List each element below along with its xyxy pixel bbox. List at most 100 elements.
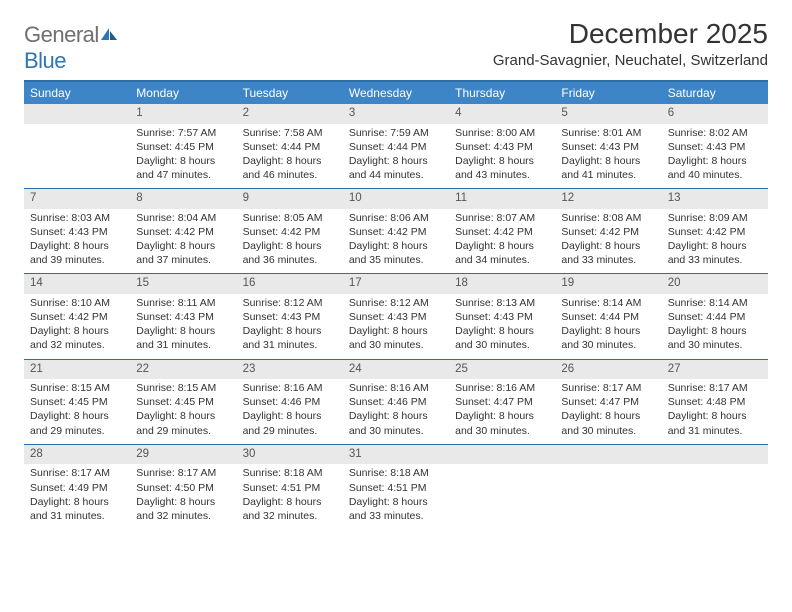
sunset-text: Sunset: 4:44 PM (243, 140, 337, 154)
day-cell (24, 104, 130, 188)
day-number: 17 (343, 274, 449, 294)
weekday-header: Monday (130, 82, 236, 104)
week-row: 7Sunrise: 8:03 AMSunset: 4:43 PMDaylight… (24, 189, 768, 274)
sunset-text: Sunset: 4:43 PM (668, 140, 762, 154)
brand-part1: General (24, 22, 99, 47)
day-cell: 1Sunrise: 7:57 AMSunset: 4:45 PMDaylight… (130, 104, 236, 188)
sunset-text: Sunset: 4:48 PM (668, 395, 762, 409)
day-body: Sunrise: 8:17 AMSunset: 4:48 PMDaylight:… (662, 379, 768, 444)
day-body: Sunrise: 8:02 AMSunset: 4:43 PMDaylight:… (662, 124, 768, 189)
day-body: Sunrise: 8:12 AMSunset: 4:43 PMDaylight:… (237, 294, 343, 359)
sunset-text: Sunset: 4:49 PM (30, 481, 124, 495)
daylight-text: Daylight: 8 hours and 43 minutes. (455, 154, 549, 182)
day-cell: 29Sunrise: 8:17 AMSunset: 4:50 PMDayligh… (130, 445, 236, 529)
day-number: 18 (449, 274, 555, 294)
week-row: 14Sunrise: 8:10 AMSunset: 4:42 PMDayligh… (24, 274, 768, 359)
day-number: 4 (449, 104, 555, 124)
day-cell: 25Sunrise: 8:16 AMSunset: 4:47 PMDayligh… (449, 360, 555, 444)
day-body: Sunrise: 8:16 AMSunset: 4:46 PMDaylight:… (237, 379, 343, 444)
day-number: 8 (130, 189, 236, 209)
sunrise-text: Sunrise: 8:17 AM (668, 381, 762, 395)
day-body: Sunrise: 7:57 AMSunset: 4:45 PMDaylight:… (130, 124, 236, 189)
sunrise-text: Sunrise: 8:09 AM (668, 211, 762, 225)
day-body: Sunrise: 7:58 AMSunset: 4:44 PMDaylight:… (237, 124, 343, 189)
daylight-text: Daylight: 8 hours and 31 minutes. (243, 324, 337, 352)
sunset-text: Sunset: 4:42 PM (136, 225, 230, 239)
day-number: 10 (343, 189, 449, 209)
day-number: 2 (237, 104, 343, 124)
day-number: 7 (24, 189, 130, 209)
sunrise-text: Sunrise: 8:04 AM (136, 211, 230, 225)
day-number: 5 (555, 104, 661, 124)
week-row: 1Sunrise: 7:57 AMSunset: 4:45 PMDaylight… (24, 104, 768, 189)
day-number (555, 445, 661, 465)
day-number (662, 445, 768, 465)
day-number: 31 (343, 445, 449, 465)
sunrise-text: Sunrise: 8:10 AM (30, 296, 124, 310)
sunrise-text: Sunrise: 8:06 AM (349, 211, 443, 225)
day-cell: 14Sunrise: 8:10 AMSunset: 4:42 PMDayligh… (24, 274, 130, 358)
sunset-text: Sunset: 4:44 PM (349, 140, 443, 154)
day-body: Sunrise: 8:05 AMSunset: 4:42 PMDaylight:… (237, 209, 343, 274)
daylight-text: Daylight: 8 hours and 32 minutes. (30, 324, 124, 352)
day-cell: 5Sunrise: 8:01 AMSunset: 4:43 PMDaylight… (555, 104, 661, 188)
daylight-text: Daylight: 8 hours and 33 minutes. (349, 495, 443, 523)
day-body: Sunrise: 7:59 AMSunset: 4:44 PMDaylight:… (343, 124, 449, 189)
daylight-text: Daylight: 8 hours and 32 minutes. (243, 495, 337, 523)
day-body: Sunrise: 8:00 AMSunset: 4:43 PMDaylight:… (449, 124, 555, 189)
sunrise-text: Sunrise: 8:11 AM (136, 296, 230, 310)
sunset-text: Sunset: 4:50 PM (136, 481, 230, 495)
sunrise-text: Sunrise: 8:05 AM (243, 211, 337, 225)
day-body: Sunrise: 8:18 AMSunset: 4:51 PMDaylight:… (343, 464, 449, 529)
sunrise-text: Sunrise: 8:17 AM (136, 466, 230, 480)
sunrise-text: Sunrise: 8:16 AM (455, 381, 549, 395)
day-number: 6 (662, 104, 768, 124)
day-number: 22 (130, 360, 236, 380)
day-number: 23 (237, 360, 343, 380)
day-body: Sunrise: 8:12 AMSunset: 4:43 PMDaylight:… (343, 294, 449, 359)
day-body: Sunrise: 8:11 AMSunset: 4:43 PMDaylight:… (130, 294, 236, 359)
week-row: 21Sunrise: 8:15 AMSunset: 4:45 PMDayligh… (24, 360, 768, 445)
day-cell: 20Sunrise: 8:14 AMSunset: 4:44 PMDayligh… (662, 274, 768, 358)
day-body: Sunrise: 8:15 AMSunset: 4:45 PMDaylight:… (130, 379, 236, 444)
calendar-grid: SundayMondayTuesdayWednesdayThursdayFrid… (24, 80, 768, 529)
sunset-text: Sunset: 4:51 PM (243, 481, 337, 495)
daylight-text: Daylight: 8 hours and 41 minutes. (561, 154, 655, 182)
sunrise-text: Sunrise: 8:17 AM (561, 381, 655, 395)
sunrise-text: Sunrise: 8:15 AM (136, 381, 230, 395)
day-body: Sunrise: 8:04 AMSunset: 4:42 PMDaylight:… (130, 209, 236, 274)
sunset-text: Sunset: 4:43 PM (243, 310, 337, 324)
sunset-text: Sunset: 4:47 PM (561, 395, 655, 409)
daylight-text: Daylight: 8 hours and 31 minutes. (668, 409, 762, 437)
sunrise-text: Sunrise: 8:13 AM (455, 296, 549, 310)
day-body: Sunrise: 8:08 AMSunset: 4:42 PMDaylight:… (555, 209, 661, 274)
day-number: 27 (662, 360, 768, 380)
sunrise-text: Sunrise: 8:17 AM (30, 466, 124, 480)
day-number: 3 (343, 104, 449, 124)
day-cell: 31Sunrise: 8:18 AMSunset: 4:51 PMDayligh… (343, 445, 449, 529)
sunrise-text: Sunrise: 8:00 AM (455, 126, 549, 140)
day-number (24, 104, 130, 124)
day-body: Sunrise: 8:14 AMSunset: 4:44 PMDaylight:… (555, 294, 661, 359)
day-body: Sunrise: 8:17 AMSunset: 4:47 PMDaylight:… (555, 379, 661, 444)
daylight-text: Daylight: 8 hours and 30 minutes. (455, 409, 549, 437)
daylight-text: Daylight: 8 hours and 37 minutes. (136, 239, 230, 267)
daylight-text: Daylight: 8 hours and 33 minutes. (668, 239, 762, 267)
day-number: 30 (237, 445, 343, 465)
day-body: Sunrise: 8:03 AMSunset: 4:43 PMDaylight:… (24, 209, 130, 274)
sunset-text: Sunset: 4:42 PM (561, 225, 655, 239)
day-cell: 19Sunrise: 8:14 AMSunset: 4:44 PMDayligh… (555, 274, 661, 358)
day-body: Sunrise: 8:15 AMSunset: 4:45 PMDaylight:… (24, 379, 130, 444)
daylight-text: Daylight: 8 hours and 39 minutes. (30, 239, 124, 267)
day-number: 16 (237, 274, 343, 294)
day-body: Sunrise: 8:07 AMSunset: 4:42 PMDaylight:… (449, 209, 555, 274)
daylight-text: Daylight: 8 hours and 29 minutes. (30, 409, 124, 437)
day-cell: 17Sunrise: 8:12 AMSunset: 4:43 PMDayligh… (343, 274, 449, 358)
day-body: Sunrise: 8:16 AMSunset: 4:46 PMDaylight:… (343, 379, 449, 444)
day-body: Sunrise: 8:13 AMSunset: 4:43 PMDaylight:… (449, 294, 555, 359)
weekday-header: Thursday (449, 82, 555, 104)
day-number: 24 (343, 360, 449, 380)
day-cell: 12Sunrise: 8:08 AMSunset: 4:42 PMDayligh… (555, 189, 661, 273)
daylight-text: Daylight: 8 hours and 40 minutes. (668, 154, 762, 182)
sunset-text: Sunset: 4:44 PM (561, 310, 655, 324)
